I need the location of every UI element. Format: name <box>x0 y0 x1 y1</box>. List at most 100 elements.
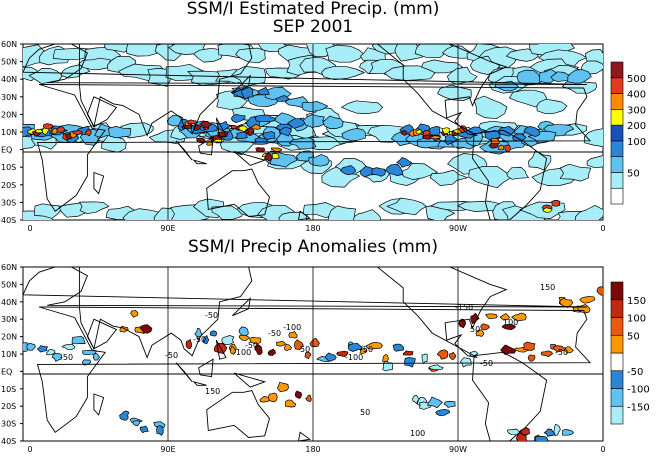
bottom-lat-axis: 60N 50N 40N 30N 20N 10N EQ 10S 20S 30S 40S <box>1 263 23 446</box>
anomaly-cell <box>421 353 428 364</box>
precip-cell <box>103 44 134 53</box>
anomaly-cell <box>501 324 516 330</box>
anomaly-cell <box>277 381 289 393</box>
contour-label: -50 <box>268 329 281 338</box>
precip-cell <box>321 65 365 81</box>
anomaly-cell <box>294 390 302 399</box>
lat-tick-label: 20S <box>1 402 16 411</box>
precip-core <box>56 126 65 133</box>
anomaly-cell <box>249 336 262 345</box>
contour-label: -50 <box>193 335 206 344</box>
lat-tick-label: 30S <box>1 420 16 429</box>
precip-core <box>255 147 266 153</box>
anomaly-cell <box>139 425 149 434</box>
colorbar-label: 100 <box>627 137 646 148</box>
coastline <box>332 43 508 136</box>
precip-core <box>441 127 450 134</box>
precip-cell <box>414 44 456 58</box>
precip-core <box>72 130 83 135</box>
lat-tick-label: 40S <box>1 437 16 446</box>
coastline <box>86 96 118 128</box>
anomaly-cell <box>553 424 561 436</box>
colorbar-swatch <box>610 370 624 389</box>
anomaly-cell <box>543 428 556 437</box>
anomaly-cell <box>435 409 451 417</box>
colorbar-swatch <box>610 405 624 425</box>
top-colorbar: 500 400 300 200 100 50 <box>610 61 646 205</box>
anomaly-cell <box>26 342 36 351</box>
anomaly-cell <box>523 341 536 352</box>
coastline <box>192 380 207 386</box>
bottom-title: SSM/I Precip Anomalies (mm) <box>188 237 438 257</box>
colorbar-label: 100 <box>627 314 646 325</box>
bottom-anomaly-regions <box>23 286 603 441</box>
precip-cell <box>386 197 427 216</box>
precip-cell <box>241 86 254 100</box>
anomaly-cell <box>309 337 320 347</box>
precip-cell <box>437 84 472 101</box>
coastline <box>22 266 587 308</box>
coastline <box>215 117 227 138</box>
coastline <box>175 362 193 383</box>
anomaly-cell <box>61 343 76 350</box>
contour-label: -50 <box>60 353 73 362</box>
coastline <box>78 43 253 137</box>
anomaly-cell <box>404 357 416 368</box>
anomaly-cell <box>443 400 456 408</box>
lat-tick-label: 30S <box>1 198 16 207</box>
contour-label: -50 <box>360 345 373 354</box>
top-title-line2: SEP 2001 <box>273 17 353 37</box>
colorbar-label: 500 <box>627 74 646 85</box>
precip-cell <box>359 166 376 178</box>
precip-cell <box>581 60 603 75</box>
contour-label: 50 <box>360 408 370 417</box>
top-map <box>22 43 604 221</box>
colorbar-swatch <box>610 156 624 173</box>
anomaly-cell <box>499 313 510 321</box>
colorbar-swatch <box>610 352 624 372</box>
precip-cell <box>586 155 603 169</box>
precip-cell <box>468 165 513 189</box>
coastline <box>175 140 193 161</box>
precip-core <box>271 153 280 160</box>
anomaly-cell <box>347 342 363 352</box>
bottom-map: -50-100-50-50-50 -5050150100-5015010050-5… <box>22 266 604 442</box>
precip-cell <box>257 86 270 96</box>
precip-cell <box>322 115 344 129</box>
bottom-colorbar: 150 100 50 -50 -100 -150 <box>610 281 650 425</box>
lat-tick-label: 60N <box>1 40 17 49</box>
anomaly-cell <box>540 350 554 357</box>
anomaly-cell <box>92 353 100 361</box>
colorbar-swatch <box>610 187 624 205</box>
anomaly-cell <box>130 310 139 318</box>
lon-tick-label: 90W <box>449 445 467 454</box>
lat-tick-label: 40S <box>1 216 16 225</box>
precip-core <box>35 128 44 134</box>
precip-core <box>251 123 261 130</box>
lon-tick-label: 0 <box>27 224 32 233</box>
contour-label: 100 <box>503 318 518 327</box>
coastline <box>472 129 548 221</box>
coastline <box>198 358 214 378</box>
anomaly-cell <box>596 286 603 296</box>
lat-tick-label: EQ <box>1 367 12 376</box>
precip-cell <box>559 163 592 182</box>
anomaly-cell <box>562 428 574 436</box>
colorbar-swatch <box>610 109 624 126</box>
coastline <box>233 150 267 166</box>
colorbar-label: 300 <box>627 105 646 116</box>
precip-cell <box>562 79 598 94</box>
top-precip-regions <box>23 44 603 220</box>
lon-tick-label: 90W <box>449 224 467 233</box>
precip-core <box>497 144 505 151</box>
contour-label: -50 <box>555 348 568 357</box>
coastline <box>232 297 251 317</box>
colorbar-swatch <box>610 388 624 407</box>
coastline <box>198 136 214 156</box>
precip-cell <box>325 44 365 63</box>
precip-cell <box>288 137 317 150</box>
colorbar-label: 50 <box>627 168 640 179</box>
anomaly-cell <box>285 399 297 408</box>
precip-cell <box>506 167 529 180</box>
